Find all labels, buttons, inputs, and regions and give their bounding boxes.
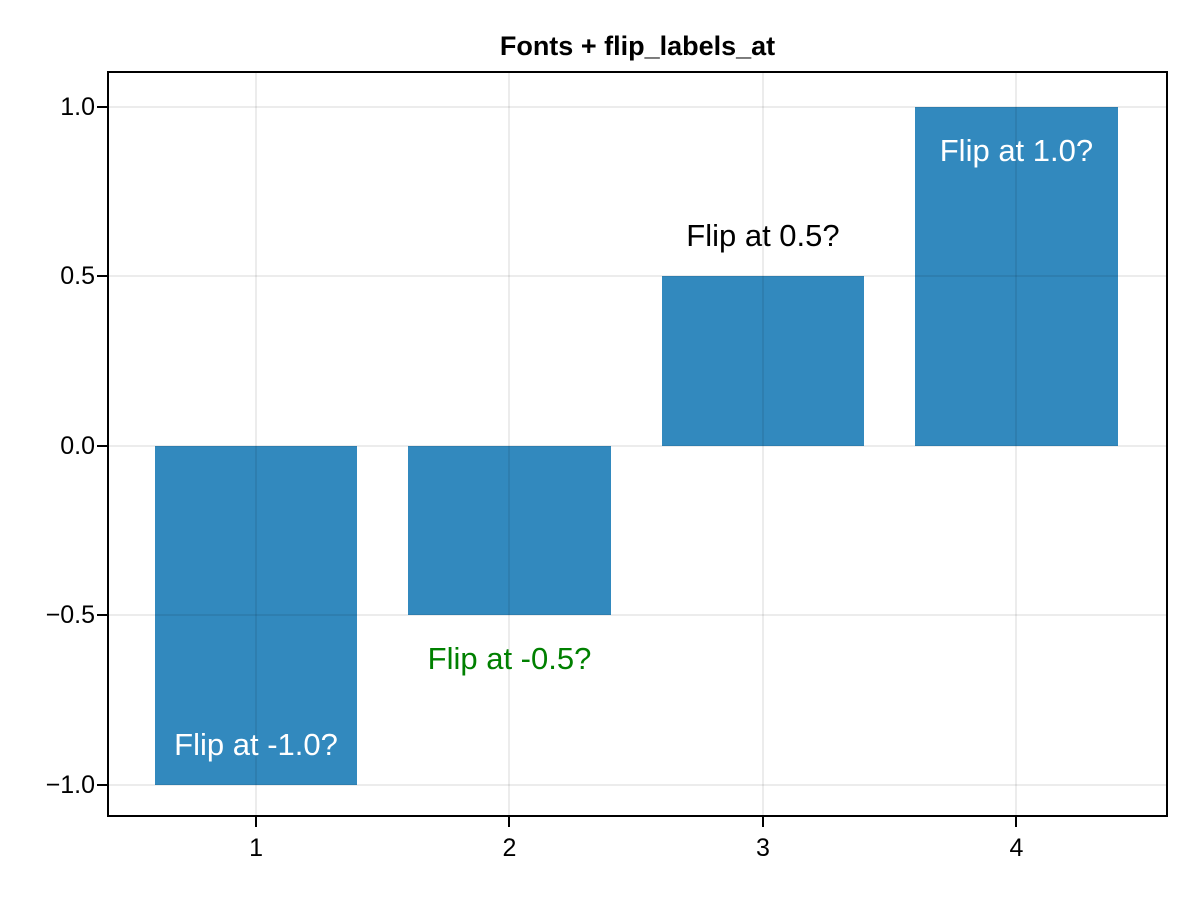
- chart-title: Fonts + flip_labels_at: [499, 31, 776, 61]
- bar: [154, 445, 358, 785]
- y-axis-tick: [97, 614, 107, 617]
- y-axis-tick: [97, 783, 107, 786]
- bar-label: Flip at 1.0?: [939, 132, 1094, 168]
- x-axis-tick: [255, 817, 258, 827]
- bar-label: Flip at -1.0?: [174, 726, 338, 762]
- bar: [408, 445, 611, 616]
- x-tick-label: 4: [1009, 834, 1024, 862]
- bar: [915, 106, 1118, 446]
- bar-label: Flip at -0.5?: [427, 641, 592, 677]
- x-axis-tick: [761, 817, 764, 827]
- bar: [661, 276, 865, 446]
- gridline-vertical: [1015, 73, 1018, 815]
- y-tick-label: −0.5: [45, 601, 95, 630]
- gridline-horizontal: [109, 783, 1166, 786]
- gridline-vertical: [761, 73, 764, 815]
- gridline-horizontal: [109, 614, 1166, 617]
- y-tick-label: 0.0: [60, 431, 95, 460]
- plot-area: 1 2 3 4 1.0 0.5 0.0 −0.5 −1.0 Flip at -1.0? Flip a…: [46, 71, 1168, 862]
- gridline-horizontal: [109, 105, 1166, 108]
- bar-label: Flip at 0.5?: [686, 218, 840, 254]
- y-axis-tick: [97, 444, 107, 447]
- gridline-vertical: [255, 73, 258, 815]
- x-tick-label: 2: [502, 834, 517, 862]
- y-tick-label: 0.5: [60, 262, 95, 291]
- gridline-horizontal: [109, 275, 1166, 278]
- x-axis-tick: [1015, 817, 1018, 827]
- x-tick-label: 3: [756, 834, 770, 862]
- y-tick-label: −1.0: [45, 770, 95, 799]
- y-tick-label: 1.0: [60, 92, 95, 121]
- x-axis-tick: [508, 817, 511, 827]
- y-axis-tick: [97, 275, 107, 278]
- gridline-vertical: [508, 73, 511, 815]
- x-tick-label: 1: [249, 834, 263, 862]
- gridline-horizontal: [109, 444, 1166, 447]
- y-axis-tick: [97, 105, 107, 108]
